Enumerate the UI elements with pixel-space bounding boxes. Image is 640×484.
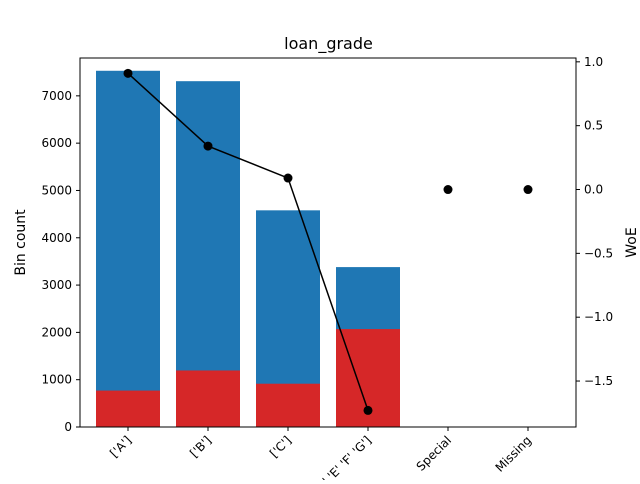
y-tick-label: 2000: [41, 325, 72, 339]
plot-frame: [79, 57, 577, 428]
woe-point: [363, 405, 373, 415]
x-tick-label: ['B']: [187, 433, 214, 460]
woe-line-layer: [123, 68, 533, 415]
bar-total: [176, 81, 240, 427]
y-tick-label: 6000: [41, 136, 72, 150]
y-axis-label: Bin count: [13, 209, 29, 276]
y-tick-label: 7000: [41, 89, 72, 103]
x-tick-label: ['A']: [107, 433, 134, 460]
x-tick-label: Special: [414, 433, 454, 473]
woe-point: [203, 141, 213, 151]
woe-point: [123, 68, 133, 78]
x-tick-label: ['D' 'E' 'F' 'G']: [307, 433, 374, 480]
bar-event: [176, 370, 240, 427]
y2-tick-label: 1.0: [584, 55, 603, 69]
y-tick-label: 4000: [41, 231, 72, 245]
x-tick-label: Missing: [493, 433, 535, 475]
chart-title: loan_grade: [284, 34, 373, 54]
woe-point: [523, 185, 533, 195]
y2-tick-label: −1.0: [584, 310, 613, 324]
y2-tick-label: −0.5: [584, 246, 613, 260]
woe-point: [283, 173, 293, 183]
bar-total: [96, 70, 160, 428]
woe-line: [127, 72, 369, 411]
y2-tick-label: −1.5: [584, 374, 613, 388]
bar-event: [96, 390, 160, 427]
y2-tick-label: 0.0: [584, 183, 603, 197]
y2-tick-label: 0.5: [584, 119, 603, 133]
y-tick-label: 5000: [41, 183, 72, 197]
bars-layer: [96, 70, 400, 428]
y2-axis-label: WoE: [624, 227, 640, 257]
y-tick-label: 0: [64, 420, 72, 434]
x-tick-label: ['C']: [267, 433, 294, 460]
y-tick-label: 3000: [41, 278, 72, 292]
bar-event: [256, 383, 320, 427]
woe-point: [443, 185, 453, 195]
y-tick-label: 1000: [41, 373, 72, 387]
